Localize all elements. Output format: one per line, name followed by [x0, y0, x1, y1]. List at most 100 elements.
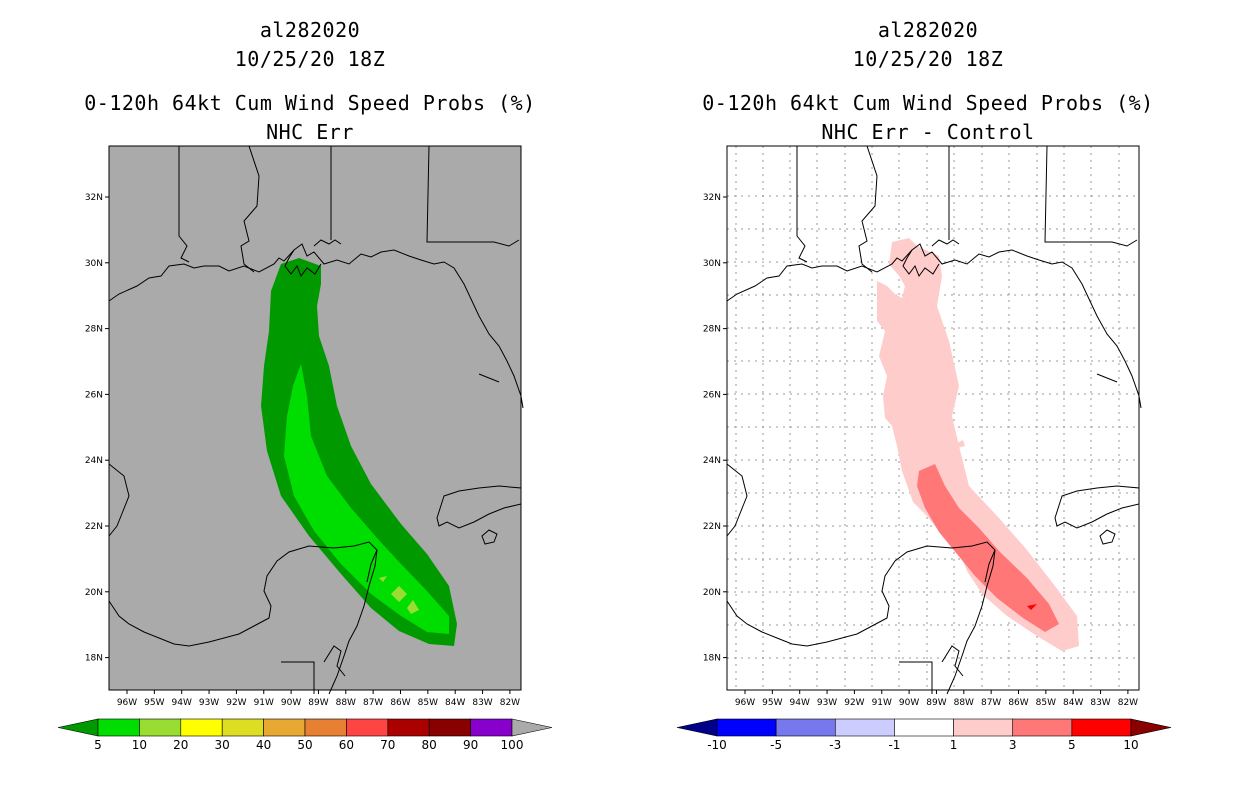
left-colorbar-segment — [428, 718, 471, 737]
right-colorbar-label: 10 — [1123, 738, 1138, 752]
right-colorbar-segment — [716, 718, 777, 737]
left-ytick-label: 22N — [85, 522, 103, 532]
left-product-title: 0-120h 64kt Cum Wind Speed Probs (%) — [84, 91, 536, 115]
right-xtick-label: 87W — [981, 698, 1001, 708]
left-colorbar-segment — [387, 718, 430, 737]
right-xtick-label: 90W — [899, 698, 919, 708]
swath-10pct — [284, 364, 449, 634]
right-ytick-label: 18N — [703, 654, 721, 664]
left-datetime: 10/25/20 18Z — [234, 47, 386, 71]
right-xtick-label: 83W — [1090, 698, 1110, 708]
left-subtitle: NHC Err — [266, 120, 354, 144]
right-axes: 32N 30N 28N 26N 24N 22N 20N 18N 96W 95W 94W 93W 92W 9… — [703, 193, 1138, 708]
right-xtick-label: 85W — [1036, 698, 1056, 708]
left-xtick-label: 95W — [144, 698, 164, 708]
left-colorbar-segment — [139, 718, 182, 737]
left-xtick-label: 90W — [281, 698, 301, 708]
left-ytick-label: 20N — [85, 588, 103, 598]
left-ytick-label: 26N — [85, 390, 103, 400]
left-ytick-label: 18N — [85, 654, 103, 664]
left-xtick-label: 82W — [500, 698, 520, 708]
left-colorbar-segment — [346, 718, 389, 737]
left-ytick-label: 24N — [85, 456, 103, 466]
right-datetime: 10/25/20 18Z — [852, 47, 1004, 71]
left-colorbar-segment — [470, 718, 513, 737]
left-colorbar-label: 30 — [215, 738, 230, 752]
right-xtick-label: 84W — [1063, 698, 1083, 708]
right-ytick-label: 28N — [703, 325, 721, 335]
right-colorbar-segment — [1071, 718, 1132, 737]
left-xtick-label: 84W — [445, 698, 465, 708]
left-colorbar-label: 80 — [422, 738, 437, 752]
left-ytick-label: 32N — [85, 193, 103, 203]
right-colorbar-segment — [775, 718, 836, 737]
diff-1to3-spot — [955, 440, 965, 448]
right-xtick-label: 86W — [1008, 698, 1028, 708]
left-colorbar-label: 50 — [297, 738, 312, 752]
right-ytick-label: 24N — [703, 456, 721, 466]
right-colorbar-segment — [894, 718, 954, 737]
left-xtick-label: 87W — [363, 698, 383, 708]
right-colorbar-low-arrow — [676, 718, 718, 737]
left-colorbar-segment — [304, 718, 347, 737]
right-colorbar-label: -1 — [888, 738, 900, 752]
left-axes: 32N 30N 28N 26N 24N 22N 20N 18N 96W 95W 94W 93W 92W 9… — [85, 193, 520, 708]
right-map — [726, 145, 1142, 695]
left-ytick-label: 30N — [85, 259, 103, 269]
right-ytick-label: 22N — [703, 522, 721, 532]
swath-20pct-a — [391, 586, 407, 602]
left-colorbar-segment — [97, 718, 140, 737]
left-storm-id: al282020 — [259, 18, 361, 42]
left-colorbar-label: 90 — [463, 738, 478, 752]
left-colorbar-label: 70 — [380, 738, 395, 752]
left-colorbar-label: 40 — [256, 738, 271, 752]
left-xtick-label: 93W — [199, 698, 219, 708]
left-colorbar-low-arrow — [57, 718, 99, 737]
right-xtick-label: 95W — [762, 698, 782, 708]
left-xtick-label: 94W — [172, 698, 192, 708]
diff-1to3 — [877, 238, 1079, 651]
diff-5to10 — [1027, 604, 1037, 610]
right-xtick-label: 91W — [872, 698, 892, 708]
right-colorbar-label: -10 — [707, 738, 727, 752]
left-colorbar-segment — [180, 718, 223, 737]
swath-20pct-c — [379, 576, 387, 582]
left-colorbar-label: 10 — [132, 738, 147, 752]
left-colorbar-segment — [221, 718, 264, 737]
right-xtick-label: 93W — [817, 698, 837, 708]
right-xtick-label: 88W — [954, 698, 974, 708]
right-colorbar-segment — [953, 718, 1014, 737]
swath-5pct — [261, 258, 457, 646]
right-product-title: 0-120h 64kt Cum Wind Speed Probs (%) — [702, 91, 1154, 115]
left-colorbar-label: 60 — [339, 738, 354, 752]
right-colorbar: -10 -5 -3 -1 1 3 5 10 — [676, 718, 1172, 752]
left-xtick-label: 91W — [254, 698, 274, 708]
left-xtick-label: 86W — [390, 698, 410, 708]
left-colorbar-label: 5 — [94, 738, 102, 752]
right-ytick-label: 26N — [703, 390, 721, 400]
right-ytick-label: 20N — [703, 588, 721, 598]
right-colorbar-segment — [1012, 718, 1073, 737]
diff-3to5 — [917, 464, 1059, 632]
right-storm-id: al282020 — [877, 18, 979, 42]
left-colorbar: 5 10 20 30 40 50 60 70 80 90 100 — [57, 718, 553, 752]
left-colorbar-label: 20 — [173, 738, 188, 752]
left-map — [108, 145, 524, 695]
right-ytick-label: 32N — [703, 193, 721, 203]
right-colorbar-high-arrow — [1130, 718, 1172, 737]
right-colorbar-label: -3 — [829, 738, 841, 752]
swath-20pct-b — [407, 600, 419, 614]
right-colorbar-label: -5 — [770, 738, 782, 752]
left-colorbar-high-arrow — [511, 718, 553, 737]
right-ytick-label: 30N — [703, 259, 721, 269]
left-xtick-label: 88W — [336, 698, 356, 708]
right-colorbar-label: 5 — [1068, 738, 1076, 752]
right-xtick-label: 89W — [926, 698, 946, 708]
right-colorbar-label: 1 — [950, 738, 958, 752]
left-colorbar-label: 100 — [501, 738, 524, 752]
right-xtick-label: 94W — [790, 698, 810, 708]
right-colorbar-segment — [834, 718, 895, 737]
left-colorbar-segment — [263, 718, 306, 737]
right-colorbar-label: 3 — [1009, 738, 1017, 752]
left-xtick-label: 83W — [472, 698, 492, 708]
